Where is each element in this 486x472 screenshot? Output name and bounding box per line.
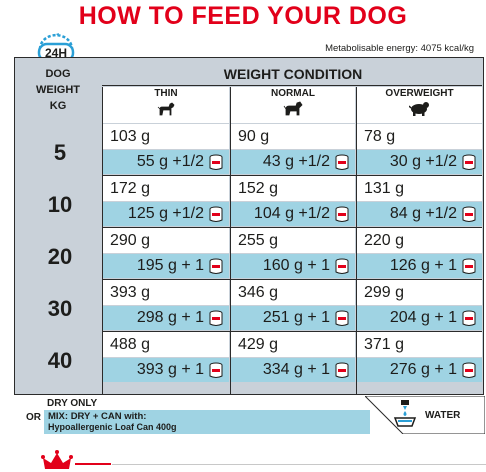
mix-amount-text: 104 g +1/2 bbox=[253, 205, 330, 222]
divider bbox=[356, 87, 357, 395]
mix-amount: 204 g + 1 bbox=[357, 306, 482, 330]
mix-amount: 126 g + 1 bbox=[357, 254, 482, 278]
mix-amount-text: 43 g +1/2 bbox=[262, 153, 330, 170]
energy-note: Metabolisable energy: 4075 kcal/kg bbox=[325, 43, 474, 54]
dry-amount: 346 g bbox=[231, 280, 355, 305]
can-icon bbox=[209, 206, 223, 222]
can-icon bbox=[462, 362, 476, 378]
dry-amount: 131 g bbox=[357, 176, 482, 201]
can-icon bbox=[209, 362, 223, 378]
dry-amount: 371 g bbox=[357, 332, 482, 357]
can-icon bbox=[335, 362, 349, 378]
mix-amount: 55 g +1/2 bbox=[103, 150, 229, 174]
mix-amount: 334 g + 1 bbox=[231, 358, 355, 382]
mix-amount: 298 g + 1 bbox=[103, 306, 229, 330]
column-header-overweight: OVERWEIGHT bbox=[357, 87, 482, 123]
dry-only-label: DRY ONLY bbox=[47, 398, 98, 409]
or-label: OR bbox=[26, 412, 41, 423]
weight-label: 20 bbox=[47, 244, 73, 269]
page-title: HOW TO FEED YOUR DOG bbox=[78, 2, 408, 30]
mix-amount-text: 195 g + 1 bbox=[136, 257, 204, 274]
mix-amount: 393 g + 1 bbox=[103, 358, 229, 382]
mix-legend-line2: Hypoallergenic Loaf Can 400g bbox=[48, 422, 177, 432]
dog-overweight-icon bbox=[408, 102, 429, 116]
dog-thin-icon bbox=[157, 102, 175, 116]
dry-amount: 78 g bbox=[357, 124, 482, 149]
mix-amount: 84 g +1/2 bbox=[357, 202, 482, 226]
mix-amount: 251 g + 1 bbox=[231, 306, 355, 330]
mix-amount: 43 g +1/2 bbox=[231, 150, 355, 174]
column-header-thin: THIN bbox=[103, 87, 229, 123]
dry-amount: 152 g bbox=[231, 176, 355, 201]
mix-amount-text: 55 g +1/2 bbox=[136, 153, 204, 170]
dry-amount: 255 g bbox=[231, 228, 355, 253]
clock-24h-icon: 24H bbox=[34, 33, 78, 63]
weight-condition-header: WEIGHT CONDITION bbox=[223, 66, 363, 82]
can-icon bbox=[209, 258, 223, 274]
mix-amount-text: 298 g + 1 bbox=[136, 309, 204, 326]
divider bbox=[230, 87, 231, 395]
weight-label: 5 bbox=[53, 140, 67, 165]
dry-amount: 393 g bbox=[103, 280, 229, 305]
mix-amount-text: 393 g + 1 bbox=[136, 361, 204, 378]
can-icon bbox=[335, 154, 349, 170]
mix-amount-text: 160 g + 1 bbox=[262, 257, 330, 274]
divider bbox=[102, 227, 482, 228]
can-icon bbox=[335, 206, 349, 222]
weight-label: 10 bbox=[47, 192, 73, 217]
mix-legend: MIX: DRY + CAN with: Hypoallergenic Loaf… bbox=[44, 410, 370, 434]
weight-label: 40 bbox=[47, 348, 73, 373]
can-icon bbox=[462, 206, 476, 222]
mix-amount-text: 276 g + 1 bbox=[389, 361, 457, 378]
mix-amount: 125 g +1/2 bbox=[103, 202, 229, 226]
mix-amount: 104 g +1/2 bbox=[231, 202, 355, 226]
mix-amount: 195 g + 1 bbox=[103, 254, 229, 278]
mix-amount-text: 126 g + 1 bbox=[389, 257, 457, 274]
divider bbox=[102, 175, 482, 176]
weight-label: 30 bbox=[47, 296, 73, 321]
water-label: WATER bbox=[425, 410, 461, 421]
can-icon bbox=[209, 154, 223, 170]
mix-legend-line1: MIX: DRY + CAN with: bbox=[48, 411, 147, 422]
mix-amount-text: 30 g +1/2 bbox=[389, 153, 457, 170]
dry-amount: 299 g bbox=[357, 280, 482, 305]
mix-amount: 276 g + 1 bbox=[357, 358, 482, 382]
mix-amount-text: 204 g + 1 bbox=[389, 309, 457, 326]
mix-amount-text: 125 g +1/2 bbox=[127, 205, 204, 222]
royal-canin-crown-logo bbox=[41, 450, 111, 469]
mix-amount-text: 334 g + 1 bbox=[262, 361, 330, 378]
water-bowl-icon bbox=[393, 400, 417, 427]
weight-column-header: DOG WEIGHT KG bbox=[36, 68, 80, 112]
dry-amount: 103 g bbox=[103, 124, 229, 149]
can-icon bbox=[462, 258, 476, 274]
clock-label: 24H bbox=[45, 46, 67, 60]
divider bbox=[102, 85, 482, 86]
mix-amount: 30 g +1/2 bbox=[357, 150, 482, 174]
can-icon bbox=[335, 258, 349, 274]
divider bbox=[102, 279, 482, 280]
mix-amount-text: 251 g + 1 bbox=[262, 309, 330, 326]
dry-amount: 290 g bbox=[103, 228, 229, 253]
mix-amount-text: 84 g +1/2 bbox=[389, 205, 457, 222]
divider bbox=[102, 87, 103, 395]
dry-amount: 488 g bbox=[103, 332, 229, 357]
dry-amount: 429 g bbox=[231, 332, 355, 357]
can-icon bbox=[462, 310, 476, 326]
divider bbox=[102, 331, 482, 332]
can-icon bbox=[335, 310, 349, 326]
can-icon bbox=[462, 154, 476, 170]
footer-divider bbox=[112, 464, 486, 465]
dry-amount: 90 g bbox=[231, 124, 355, 149]
can-icon bbox=[209, 310, 223, 326]
dog-normal-icon bbox=[283, 101, 303, 116]
dry-amount: 220 g bbox=[357, 228, 482, 253]
dry-amount: 172 g bbox=[103, 176, 229, 201]
mix-amount: 160 g + 1 bbox=[231, 254, 355, 278]
column-header-normal: NORMAL bbox=[231, 87, 355, 123]
